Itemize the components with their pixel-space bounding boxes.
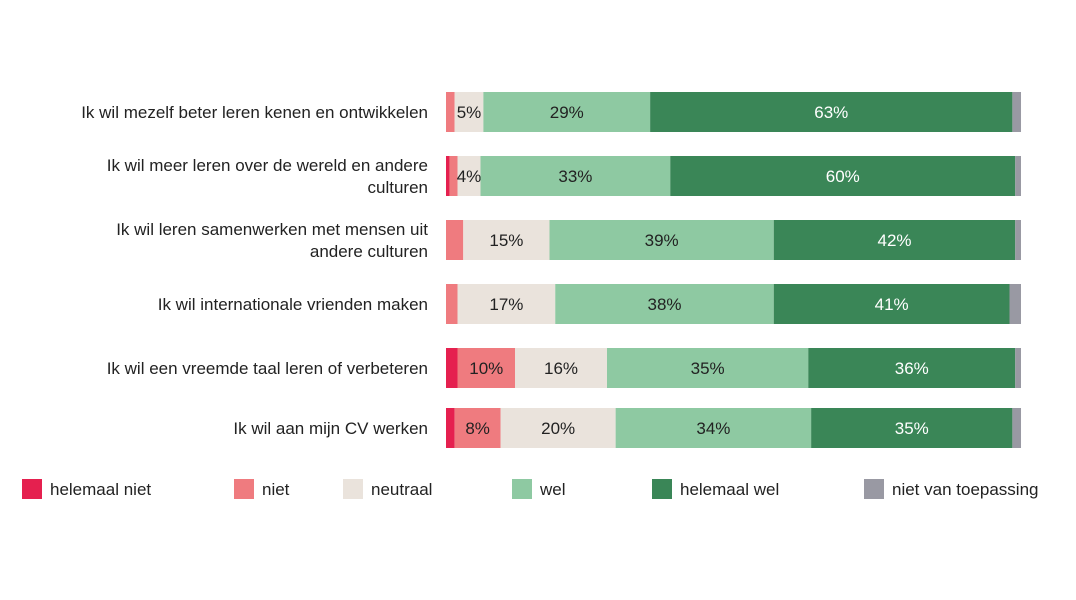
category-labels: Ik wil mezelf beter leren kenen en ontwi… (81, 103, 428, 438)
bar-segment-niet (446, 284, 458, 324)
category-label: andere culturen (310, 242, 428, 261)
data-label: 60% (826, 167, 860, 186)
data-label: 8% (465, 419, 490, 438)
legend-swatch (652, 479, 672, 499)
bar-segment-niet-van-toepassing (1012, 408, 1022, 448)
category-label: Ik wil aan mijn CV werken (233, 419, 428, 438)
bars-area: 5% 29% 63% 4% 33% 60% 15% 39% 42% 17% 38% 41% 10% 16%… (446, 92, 1022, 448)
bar-segment-niet (449, 156, 458, 196)
data-label: 10% (469, 359, 503, 378)
bar-segment-neutraal (500, 408, 616, 448)
data-label: 15% (489, 231, 523, 250)
legend-swatch (864, 479, 884, 499)
bar-segment-helemaal-wel (773, 284, 1010, 324)
bar-segment-neutraal (454, 92, 484, 132)
bar-segment-neutraal (457, 284, 556, 324)
bar-segment-wel (549, 220, 774, 260)
bar-segment-niet (454, 408, 501, 448)
bar-segment-niet (446, 92, 455, 132)
bar-segment-helemaal-wel (808, 348, 1016, 388)
bar-segment-neutraal (463, 220, 550, 260)
bar-segment-helemaal-wel (670, 156, 1016, 196)
legend-swatch (234, 479, 254, 499)
data-label: 35% (691, 359, 725, 378)
bar-segment-niet-van-toepassing (1012, 92, 1022, 132)
bar-segment-wel (607, 348, 809, 388)
bar-segment-niet-van-toepassing (1015, 220, 1021, 260)
legend-label: wel (539, 480, 566, 499)
data-label: 16% (544, 359, 578, 378)
data-label: 41% (875, 295, 909, 314)
category-label: culturen (368, 178, 428, 197)
data-label: 38% (647, 295, 681, 314)
legend-swatch (343, 479, 363, 499)
data-label: 42% (877, 231, 911, 250)
bar-segment-helemaal-niet (446, 348, 458, 388)
data-label: 29% (550, 103, 584, 122)
bar-segment-niet (457, 348, 515, 388)
legend-swatch (512, 479, 532, 499)
bar-segment-helemaal-wel (811, 408, 1013, 448)
data-label: 35% (895, 419, 929, 438)
legend-swatch (22, 479, 42, 499)
data-label: 36% (895, 359, 929, 378)
legend: helemaal niet niet neutraal wel helemaal wel… (22, 479, 1039, 499)
bar-segment-helemaal-niet (446, 156, 450, 196)
data-label: 63% (814, 103, 848, 122)
bar-segment-helemaal-niet (446, 408, 455, 448)
data-label: 5% (457, 103, 482, 122)
bar-segment-niet-van-toepassing (1015, 348, 1021, 388)
data-label: 4% (457, 167, 482, 186)
bar-segment-neutraal (457, 156, 481, 196)
category-label: Ik wil mezelf beter leren kenen en ontwi… (81, 103, 428, 122)
legend-label: niet van toepassing (892, 480, 1039, 499)
bar-segment-niet-van-toepassing (1015, 156, 1021, 196)
bar-segment-wel (480, 156, 671, 196)
bar-segment-niet-van-toepassing (1009, 284, 1021, 324)
category-label: Ik wil een vreemde taal leren of verbete… (107, 359, 428, 378)
bar-segment-niet (446, 220, 464, 260)
bar-segment-wel (555, 284, 774, 324)
legend-label: helemaal niet (50, 480, 151, 499)
bar-segment-neutraal (515, 348, 607, 388)
data-label: 17% (489, 295, 523, 314)
data-label: 39% (645, 231, 679, 250)
bar-segment-helemaal-wel (650, 92, 1013, 132)
data-label: 20% (541, 419, 575, 438)
data-label: 33% (558, 167, 592, 186)
bar-segment-helemaal-wel (773, 220, 1016, 260)
bar-segment-wel (483, 92, 651, 132)
category-label: Ik wil leren samenwerken met mensen uit (116, 220, 428, 239)
bar-segment-wel (615, 408, 812, 448)
category-label: Ik wil meer leren over de wereld en ande… (107, 156, 428, 175)
data-label: 34% (696, 419, 730, 438)
legend-label: niet (262, 480, 290, 499)
legend-label: helemaal wel (680, 480, 779, 499)
legend-label: neutraal (371, 480, 432, 499)
category-label: Ik wil internationale vrienden maken (158, 295, 428, 314)
